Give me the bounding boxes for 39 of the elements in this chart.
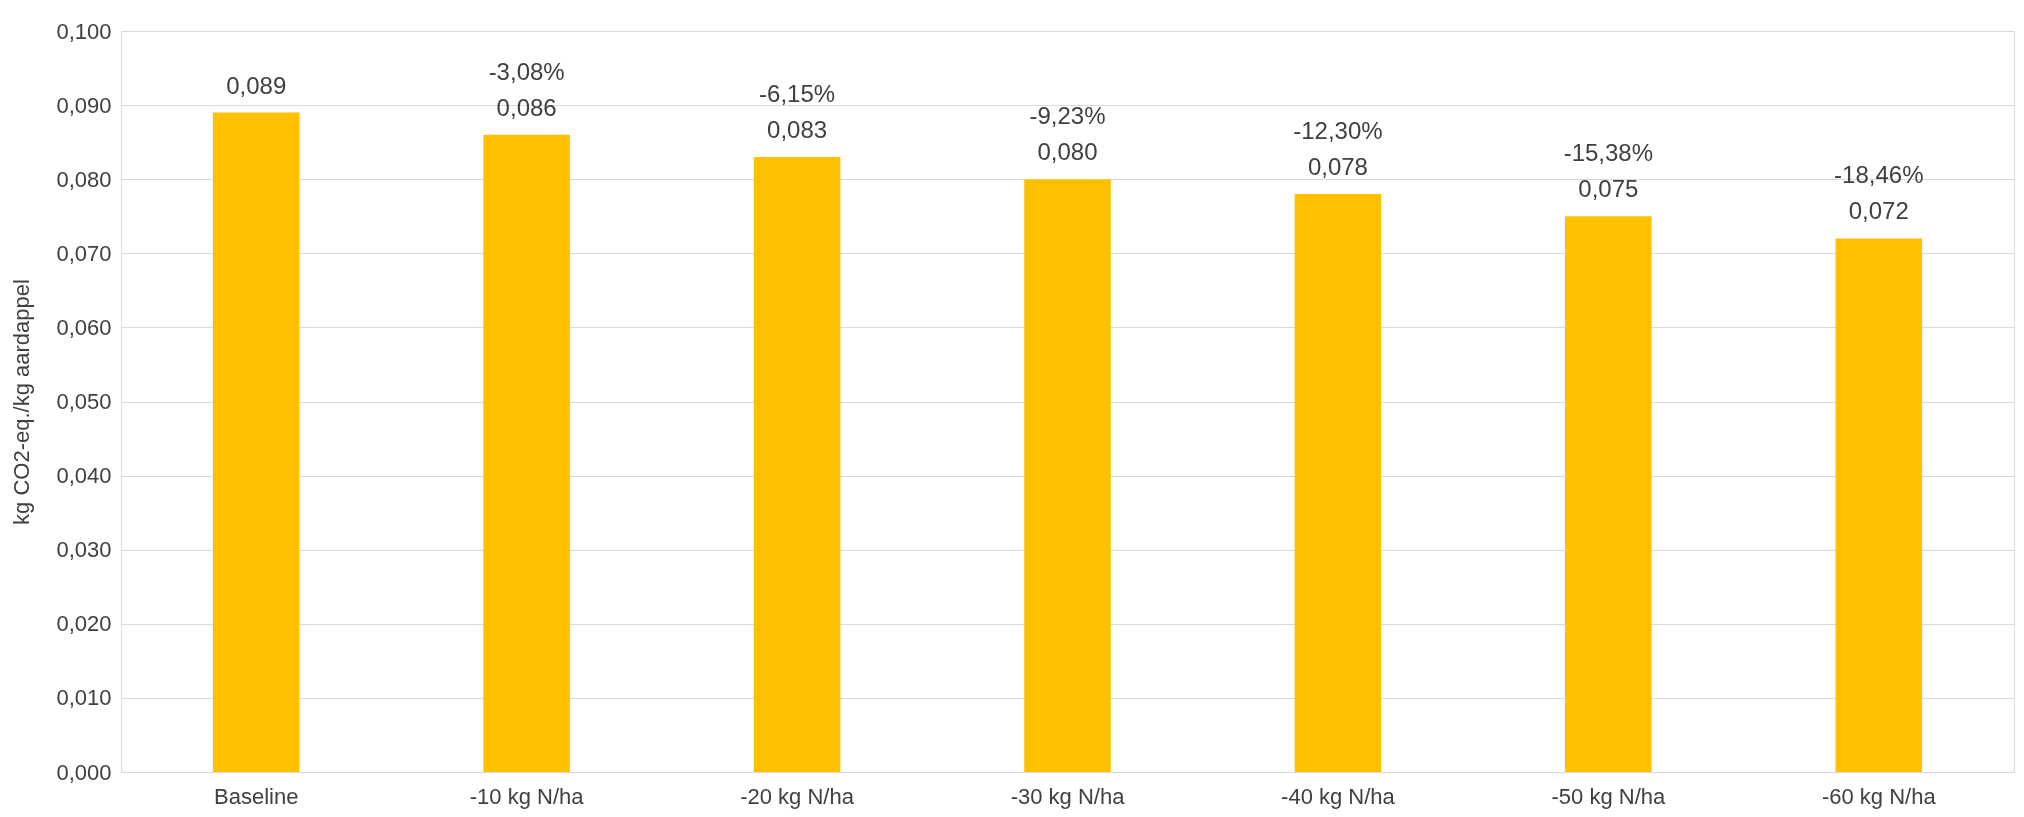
data-label: 0,089: [226, 71, 287, 99]
x-tick-label: -60 kg N/ha: [1821, 783, 1937, 809]
bar: [483, 134, 570, 772]
y-tick-label: 0,070: [56, 240, 112, 266]
annotation: -18,46%: [1834, 161, 1924, 189]
x-tick-label: -50 kg N/ha: [1551, 783, 1666, 809]
annotation: -3,08%: [488, 57, 565, 85]
bar: [1024, 179, 1111, 772]
annotation: -9,23%: [1029, 102, 1106, 130]
y-tick-label: 0,010: [56, 685, 112, 711]
annotation: -6,15%: [759, 79, 836, 107]
y-tick-label: 0,080: [56, 166, 112, 192]
data-label: 0,078: [1307, 153, 1368, 181]
data-label: 0,072: [1848, 197, 1909, 225]
data-label: 0,086: [496, 93, 557, 121]
bar: [212, 112, 300, 772]
bar: [1565, 216, 1652, 772]
x-tick-label: -40 kg N/ha: [1281, 783, 1396, 809]
data-label: 0,075: [1578, 175, 1639, 203]
x-tick-label: Baseline: [214, 783, 299, 809]
x-tick-label: -10 kg N/ha: [469, 783, 585, 809]
y-tick-label: 0,040: [56, 463, 112, 489]
y-tick-label: 0,020: [56, 611, 112, 637]
data-label: 0,083: [767, 115, 828, 143]
bar: [1835, 238, 1923, 772]
y-tick-label: 0,050: [56, 389, 112, 414]
y-tick-label: 0,100: [56, 18, 112, 44]
annotation: -15,38%: [1563, 139, 1654, 167]
x-tick-label: -30 kg N/ha: [1010, 783, 1126, 809]
y-axis-title: kg CO2-eq./kg aardappel: [9, 279, 35, 525]
annotation: -12,30%: [1293, 117, 1383, 145]
y-tick-label: 0,090: [56, 92, 112, 118]
y-tick-label: 0,030: [56, 537, 112, 563]
bar: [1294, 194, 1382, 772]
y-tick-label: 0,000: [56, 759, 112, 785]
x-tick-label: -20 kg N/ha: [740, 783, 855, 809]
bar: [753, 156, 841, 772]
data-label: 0,080: [1037, 138, 1098, 166]
y-tick-label: 0,060: [56, 314, 112, 340]
